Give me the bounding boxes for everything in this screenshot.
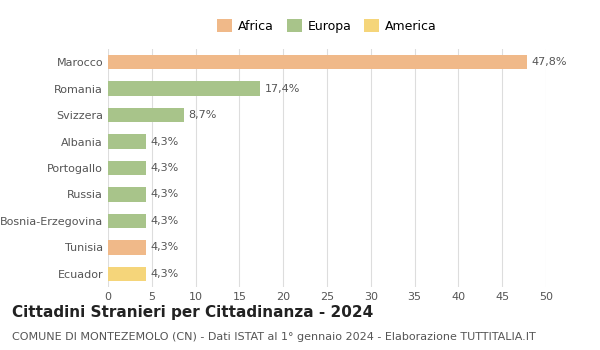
Text: 4,3%: 4,3%: [150, 163, 178, 173]
Legend: Africa, Europa, America: Africa, Europa, America: [212, 14, 442, 38]
Text: 4,3%: 4,3%: [150, 216, 178, 226]
Text: 4,3%: 4,3%: [150, 242, 178, 252]
Text: 17,4%: 17,4%: [265, 84, 300, 94]
Bar: [108, 82, 260, 96]
Bar: [108, 187, 146, 202]
Bar: [108, 240, 146, 254]
Bar: [108, 55, 527, 70]
Bar: [108, 108, 184, 122]
Text: 47,8%: 47,8%: [531, 57, 566, 67]
Text: COMUNE DI MONTEZEMOLO (CN) - Dati ISTAT al 1° gennaio 2024 - Elaborazione TUTTIT: COMUNE DI MONTEZEMOLO (CN) - Dati ISTAT …: [12, 332, 536, 343]
Text: 4,3%: 4,3%: [150, 136, 178, 147]
Bar: [108, 214, 146, 228]
Text: Cittadini Stranieri per Cittadinanza - 2024: Cittadini Stranieri per Cittadinanza - 2…: [12, 304, 373, 320]
Bar: [108, 134, 146, 149]
Text: 4,3%: 4,3%: [150, 269, 178, 279]
Bar: [108, 266, 146, 281]
Bar: [108, 161, 146, 175]
Text: 4,3%: 4,3%: [150, 189, 178, 200]
Text: 8,7%: 8,7%: [188, 110, 217, 120]
